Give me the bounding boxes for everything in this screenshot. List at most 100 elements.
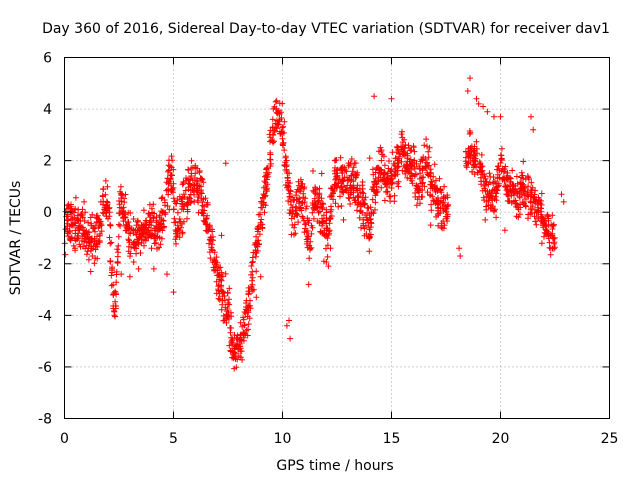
data-point <box>278 115 285 121</box>
data-point <box>267 163 274 169</box>
data-point <box>293 192 299 199</box>
data-point <box>253 233 260 240</box>
data-point <box>133 236 140 243</box>
data-point <box>130 227 137 234</box>
data-point <box>240 330 247 337</box>
data-point <box>294 196 301 203</box>
data-point <box>213 254 220 261</box>
data-point <box>126 273 133 280</box>
data-point <box>218 232 225 239</box>
data-point <box>108 239 115 246</box>
data-point <box>506 174 513 181</box>
data-point <box>172 200 179 207</box>
data-point <box>312 200 319 207</box>
data-point <box>492 206 498 213</box>
data-point <box>350 164 357 171</box>
x-tick-label: 15 <box>383 431 401 447</box>
data-point <box>366 155 373 162</box>
data-point <box>100 186 107 193</box>
data-point <box>501 227 508 234</box>
data-point <box>366 234 373 241</box>
data-point <box>444 192 451 199</box>
data-point <box>339 178 346 185</box>
data-point <box>427 222 434 229</box>
data-point <box>471 145 478 152</box>
data-point <box>88 245 95 252</box>
data-point <box>154 245 160 252</box>
data-point <box>221 297 228 304</box>
data-point <box>296 187 303 194</box>
data-point <box>310 168 316 174</box>
data-point <box>304 233 311 240</box>
data-point <box>473 138 480 145</box>
data-point <box>91 237 98 244</box>
data-point <box>311 195 318 202</box>
data-point <box>164 271 170 278</box>
data-point <box>104 183 111 190</box>
data-point <box>256 231 263 238</box>
data-point <box>79 214 86 221</box>
data-point <box>70 242 77 249</box>
data-point <box>417 170 424 177</box>
data-point <box>221 317 228 324</box>
data-point <box>257 211 264 218</box>
data-point <box>358 224 364 231</box>
data-point <box>94 243 101 250</box>
data-point <box>384 188 391 195</box>
data-point <box>475 100 482 107</box>
data-point <box>151 227 158 234</box>
data-point <box>254 247 261 254</box>
data-point <box>391 198 398 205</box>
data-point <box>164 168 171 175</box>
data-point <box>498 152 505 159</box>
data-point <box>204 221 211 228</box>
data-point <box>159 227 166 234</box>
data-point <box>148 245 155 252</box>
data-point <box>203 201 210 208</box>
data-point <box>372 199 379 206</box>
data-point <box>478 151 485 158</box>
data-point <box>538 240 545 247</box>
x-tick-label: 20 <box>492 431 510 447</box>
data-point <box>135 224 142 230</box>
data-point <box>347 201 354 207</box>
data-point <box>158 235 165 242</box>
data-point <box>348 156 355 162</box>
data-point <box>503 191 510 198</box>
data-point <box>467 129 474 136</box>
data-point <box>395 160 401 166</box>
data-point <box>133 250 140 257</box>
data-point <box>81 218 88 224</box>
data-point <box>287 187 294 194</box>
data-point <box>305 234 312 240</box>
data-point <box>326 220 333 227</box>
data-point <box>158 208 165 215</box>
data-point <box>489 193 496 199</box>
data-point <box>338 165 345 172</box>
data-point <box>373 189 380 196</box>
data-point <box>117 222 124 229</box>
data-point <box>237 343 244 350</box>
data-point <box>85 229 92 235</box>
data-point <box>363 214 370 221</box>
data-point <box>315 209 322 216</box>
data-point <box>282 153 289 160</box>
data-point <box>391 192 398 199</box>
data-point <box>114 260 121 266</box>
data-point <box>216 296 223 303</box>
data-point <box>214 267 221 274</box>
data-point <box>108 272 115 279</box>
data-point <box>184 208 191 215</box>
data-point <box>267 151 274 158</box>
data-point <box>325 263 332 270</box>
y-tick-label: 4 <box>43 102 52 118</box>
data-point <box>390 160 397 167</box>
data-point <box>419 166 426 172</box>
data-point <box>244 332 251 339</box>
data-point <box>400 148 407 155</box>
data-point <box>530 194 537 201</box>
data-point <box>238 348 245 355</box>
data-point <box>419 179 426 186</box>
data-point <box>531 193 538 200</box>
data-point <box>325 228 332 235</box>
